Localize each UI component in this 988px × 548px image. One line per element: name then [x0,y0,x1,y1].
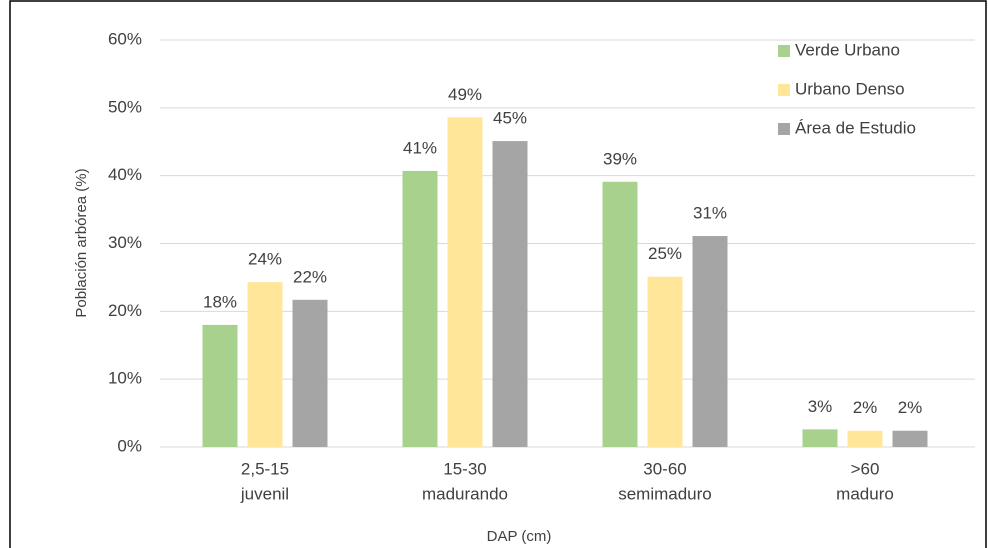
y-tick-label: 30% [108,233,142,252]
bar [447,117,483,447]
value-label: 3% [808,397,833,416]
x-tick-label: juvenil [240,484,289,503]
value-label: 45% [493,109,527,128]
legend-swatch [778,123,790,135]
value-label: 49% [448,85,482,104]
value-label: 24% [248,250,282,269]
x-axis-label: DAP (cm) [487,528,552,545]
legend-label: Verde Urbano [795,40,900,59]
value-label: 39% [603,149,637,168]
bar [202,324,238,447]
y-tick-label: 20% [108,301,142,320]
bar [402,170,438,447]
legend-swatch [778,45,790,57]
y-tick-label: 60% [108,29,142,48]
x-tick-label: 15-30 [443,459,486,478]
bar [647,276,683,447]
x-tick-label: semimaduro [618,484,712,503]
y-tick-label: 0% [117,436,142,455]
bar [692,236,728,447]
x-tick-label: madurando [422,484,508,503]
bar [292,299,328,447]
value-label: 22% [293,267,327,286]
legend-label: Urbano Denso [795,79,905,98]
y-tick-label: 50% [108,97,142,116]
bar [802,429,838,447]
value-label: 2% [853,398,878,417]
y-axis-label: Población arbórea (%) [73,168,90,317]
y-tick-label: 40% [108,165,142,184]
value-label: 31% [693,204,727,223]
bar [602,181,638,447]
value-label: 25% [648,244,682,263]
y-tick-label: 10% [108,369,142,388]
value-label: 18% [203,292,237,311]
value-label: 2% [898,398,923,417]
bar [247,282,283,447]
x-tick-label: 2,5-15 [241,459,289,478]
x-tick-label: 30-60 [643,459,686,478]
legend-swatch [778,84,790,96]
x-tick-label: >60 [851,459,880,478]
frame [9,0,987,548]
bar [847,430,883,447]
bar [492,141,528,448]
legend-label: Área de Estudio [795,118,916,137]
bar [892,430,928,447]
value-label: 41% [403,138,437,157]
x-tick-label: maduro [836,484,894,503]
